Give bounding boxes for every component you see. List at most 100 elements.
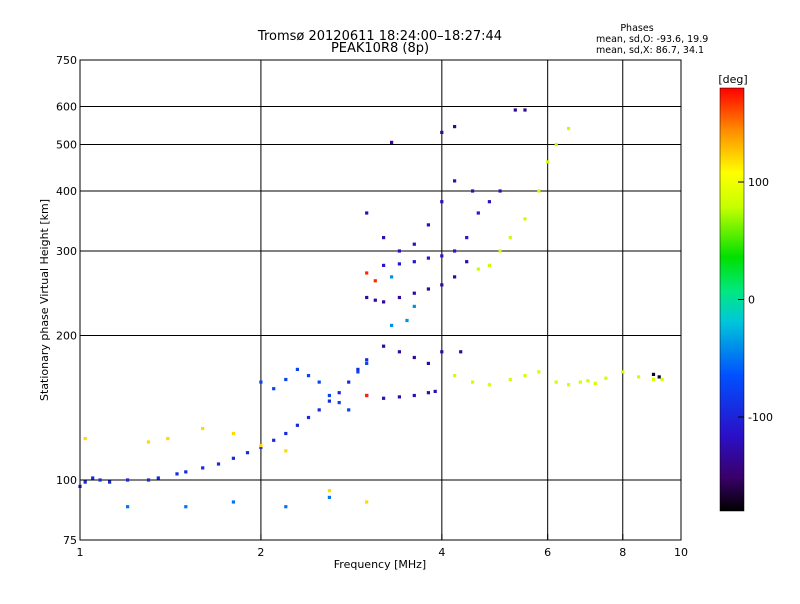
data-point xyxy=(487,200,491,204)
data-point xyxy=(201,466,205,470)
data-point xyxy=(231,500,235,504)
data-point xyxy=(593,381,597,385)
data-point xyxy=(327,399,331,403)
data-point xyxy=(657,375,661,379)
data-point xyxy=(397,262,401,266)
data-point xyxy=(476,211,480,215)
data-point xyxy=(537,370,541,374)
data-point xyxy=(146,478,151,482)
data-point xyxy=(259,443,263,448)
data-point xyxy=(426,391,430,395)
data-point xyxy=(554,380,558,384)
data-point xyxy=(471,189,475,193)
data-point xyxy=(373,298,377,302)
data-point xyxy=(586,379,590,383)
colorbar-tick-label: -100 xyxy=(748,411,773,424)
colorbar-tick-label: 100 xyxy=(748,176,769,189)
y-tick-labels: 75 100 200 300 400 500 600 750 xyxy=(56,54,77,547)
y-tick-label: 500 xyxy=(56,139,77,152)
y-tick-label: 100 xyxy=(56,474,77,487)
data-point xyxy=(412,260,416,264)
data-point xyxy=(412,304,416,308)
data-point xyxy=(465,236,469,240)
data-point xyxy=(487,383,491,387)
data-point xyxy=(426,223,430,227)
data-point xyxy=(426,256,430,260)
data-point xyxy=(487,263,491,267)
x-tick-label: 2 xyxy=(257,546,264,559)
data-point xyxy=(453,275,457,279)
data-point xyxy=(272,387,276,391)
data-point xyxy=(166,437,170,441)
data-point xyxy=(382,300,386,304)
x-tick-label: 6 xyxy=(544,546,551,559)
data-point xyxy=(567,383,571,387)
data-point xyxy=(440,200,444,204)
chart-title-line2: PEAK10R8 (8p) xyxy=(331,41,429,56)
data-point xyxy=(347,408,351,412)
grid-lines xyxy=(79,60,682,540)
data-point xyxy=(513,108,517,112)
data-point xyxy=(373,279,377,283)
x-tick-label: 8 xyxy=(619,546,626,559)
data-point xyxy=(201,427,205,431)
data-point xyxy=(426,287,430,291)
data-point xyxy=(390,323,394,327)
data-point xyxy=(554,142,558,147)
data-point xyxy=(523,108,527,112)
data-point xyxy=(651,372,656,376)
data-point xyxy=(365,393,369,398)
data-point xyxy=(397,350,401,354)
x-tick-label: 1 xyxy=(77,546,84,559)
data-point xyxy=(390,140,394,144)
data-point xyxy=(83,480,87,484)
data-point xyxy=(412,291,416,295)
data-point xyxy=(440,254,444,258)
data-point xyxy=(306,415,311,420)
data-point xyxy=(397,249,401,253)
phases-heading: Phases xyxy=(620,23,653,34)
data-point xyxy=(508,377,512,382)
data-point xyxy=(327,489,331,493)
data-point xyxy=(317,408,321,412)
data-point xyxy=(412,242,416,246)
data-point xyxy=(126,478,130,482)
data-point xyxy=(231,431,235,436)
data-point xyxy=(621,370,625,374)
data-point xyxy=(433,389,437,393)
data-point xyxy=(567,126,571,131)
data-point xyxy=(184,505,188,509)
data-point xyxy=(356,370,360,374)
data-point xyxy=(426,361,430,365)
data-point xyxy=(459,350,463,354)
data-point xyxy=(382,263,386,267)
data-point xyxy=(412,355,416,360)
phases-line-x: mean, sd,X: 86.7, 34.1 xyxy=(596,45,704,56)
data-point xyxy=(317,380,321,384)
y-tick-label: 750 xyxy=(56,54,77,67)
data-point xyxy=(660,377,664,382)
data-point xyxy=(231,456,235,460)
x-tick-labels: 1 2 4 6 8 10 xyxy=(77,546,689,559)
data-point xyxy=(453,179,457,183)
data-point xyxy=(365,295,369,300)
data-point xyxy=(216,462,221,466)
y-tick-label: 75 xyxy=(63,534,77,547)
data-point xyxy=(91,476,95,480)
data-point xyxy=(397,395,401,399)
data-point xyxy=(453,374,457,378)
data-point xyxy=(453,249,457,253)
y-tick-label: 600 xyxy=(56,101,77,114)
data-point xyxy=(295,367,299,371)
y-axis-label: Stationary phase Virtual Height [km] xyxy=(38,199,51,401)
plot-frame xyxy=(79,59,682,541)
data-point xyxy=(365,211,369,215)
data-point xyxy=(98,478,102,482)
data-point xyxy=(306,374,311,378)
data-point xyxy=(637,375,641,379)
data-point xyxy=(83,437,87,441)
data-point xyxy=(465,260,469,264)
data-point xyxy=(440,283,444,287)
